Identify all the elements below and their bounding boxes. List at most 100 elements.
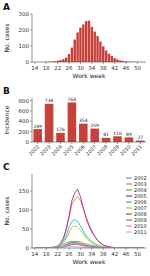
panel: 0200400600800200220032004200520062007200… — [3, 86, 146, 157]
x-tick-label: 2011 — [130, 143, 143, 156]
y-axis-label: Incidence — [3, 105, 10, 134]
x-tick — [37, 142, 38, 144]
line — [35, 220, 143, 248]
y-tick-label: 300 — [19, 11, 30, 17]
x-tick-label: 50 — [134, 65, 141, 71]
panel-title: A — [3, 2, 10, 12]
panel-title: C — [3, 162, 10, 172]
x-tick — [94, 142, 95, 144]
panel-title: B — [3, 86, 10, 96]
bar — [99, 42, 101, 62]
x-tick — [71, 142, 72, 144]
bar — [102, 46, 104, 62]
x-tick — [106, 142, 107, 144]
bar — [56, 133, 65, 142]
y-tick — [30, 121, 32, 122]
bar — [125, 137, 134, 142]
x-tick-label: 14 — [31, 65, 38, 71]
y-tick-label: 50 — [22, 226, 29, 232]
x-tick-label: 2008 — [96, 143, 109, 156]
y-tick — [30, 131, 32, 132]
x-tick — [114, 248, 115, 250]
x-tick-label: 42 — [111, 65, 118, 71]
x-tick-label: 50 — [134, 251, 141, 257]
x-tick — [49, 142, 50, 144]
bar — [113, 136, 122, 142]
bar — [68, 102, 77, 142]
x-tick — [46, 62, 47, 64]
x-axis — [32, 248, 146, 249]
y-axis — [32, 98, 33, 142]
bar — [113, 58, 115, 62]
line — [35, 244, 143, 248]
x-tick — [103, 62, 104, 64]
data-label: 354 — [79, 118, 88, 123]
line — [35, 241, 143, 248]
bar — [68, 54, 70, 62]
x-tick — [114, 62, 115, 64]
x-tick — [137, 62, 138, 64]
x-tick — [69, 62, 70, 64]
data-label: 81 — [103, 132, 109, 137]
legend-swatch — [126, 183, 132, 184]
y-tick-label: 0 — [26, 59, 30, 65]
y-tick-label: 0 — [26, 139, 30, 145]
y-axis — [32, 174, 33, 248]
bar — [105, 50, 107, 62]
x-tick-label: 22 — [54, 65, 61, 71]
line — [35, 241, 143, 248]
x-tick-label: 38 — [100, 251, 107, 257]
x-tick-label: 2006 — [73, 143, 86, 156]
y-tick-label: 200 — [19, 129, 30, 135]
x-tick — [91, 248, 92, 250]
x-tick-label: 42 — [111, 251, 118, 257]
x-tick — [128, 142, 129, 144]
y-axis — [32, 14, 33, 62]
x-tick-label: 30 — [77, 251, 84, 257]
y-tick — [30, 14, 32, 15]
bar — [90, 129, 99, 142]
bar — [91, 27, 93, 62]
x-tick-label: 2010 — [118, 143, 131, 156]
x-tick — [117, 142, 118, 144]
y-tick-label: 800 — [19, 98, 30, 104]
bar — [76, 32, 78, 62]
bar — [79, 124, 88, 142]
legend-swatch — [126, 231, 132, 232]
y-tick-label: 0 — [26, 245, 30, 251]
y-tick-label: 200 — [19, 27, 30, 33]
y-tick — [30, 30, 32, 31]
line — [35, 242, 143, 248]
x-tick — [137, 248, 138, 250]
data-label: 27 — [137, 135, 143, 140]
panel: 010020030014182226303438424650Work weekN… — [3, 2, 146, 79]
x-tick-label: 14 — [31, 251, 38, 257]
line — [35, 197, 143, 248]
bar — [108, 54, 110, 62]
y-tick — [30, 142, 32, 143]
legend-swatch — [126, 225, 132, 226]
y-tick — [30, 62, 32, 63]
y-tick-label: 400 — [19, 118, 30, 124]
x-axis-label: Work week — [73, 72, 106, 79]
x-tick-label: 18 — [43, 251, 50, 257]
bar — [111, 56, 113, 62]
data-label: 110 — [113, 131, 122, 136]
data-label: 738 — [45, 98, 54, 103]
bar — [82, 24, 84, 62]
x-tick — [46, 248, 47, 250]
legend-swatch — [126, 201, 132, 202]
x-tick-label: 34 — [88, 65, 95, 71]
x-tick — [34, 62, 35, 64]
y-axis-label: No. cases — [3, 197, 10, 226]
bar — [88, 21, 90, 62]
y-tick — [30, 191, 32, 192]
data-label: 259 — [90, 123, 99, 128]
panel: 05010015014182226303438424650Work weekNo… — [3, 162, 147, 265]
x-tick — [126, 248, 127, 250]
y-tick — [30, 100, 32, 101]
x-tick-label: 26 — [66, 251, 73, 257]
legend-swatch — [126, 219, 132, 220]
x-tick-label: 2002 — [27, 143, 40, 156]
plot-area — [33, 102, 144, 142]
